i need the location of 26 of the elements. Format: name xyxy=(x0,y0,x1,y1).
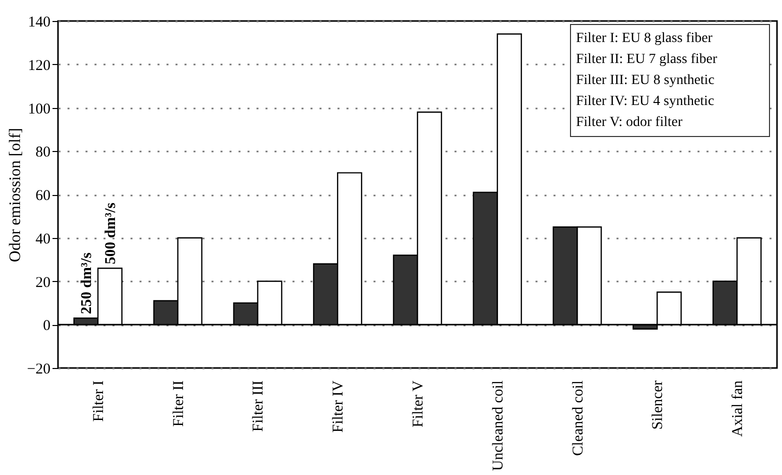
y-tick-label: 40 xyxy=(36,231,50,248)
x-tick-label: Filter V xyxy=(410,380,426,428)
y-tick-label: 60 xyxy=(36,188,50,204)
text: 250 dm³/s xyxy=(78,252,95,314)
annotation: Filter I: EU 8 glass fiber xyxy=(576,30,714,48)
x-tick-label: Filter III xyxy=(250,380,267,432)
y-tick-label: 80 xyxy=(36,144,50,161)
x-tick-label: Filter II xyxy=(170,380,187,427)
annotation: Filter II: EU 7 glass fiber xyxy=(576,51,718,69)
y-tick-label: −20 xyxy=(27,362,50,378)
x-tick-label: Axial fan xyxy=(730,380,746,437)
x-tick-label: Uncleaned coil xyxy=(490,380,506,471)
y-axis-title: Odor emiossion [olf] xyxy=(7,128,24,262)
text: 500 dm³/s xyxy=(102,202,119,264)
x-tick-label: Silencer xyxy=(650,380,666,430)
annotation: Filter III: EU 8 synthetic xyxy=(576,72,716,90)
y-tick-label: 120 xyxy=(28,58,50,74)
x-tick-label: Cleaned coil xyxy=(570,380,586,456)
y-tick-label: 20 xyxy=(36,274,50,291)
y-tick-label: 0 xyxy=(43,318,50,334)
x-tick-label: Filter IV xyxy=(330,380,347,433)
y-tick-label: 100 xyxy=(28,101,50,118)
annotation: Filter IV: EU 4 synthetic xyxy=(576,93,716,111)
y-tick-label: 140 xyxy=(28,14,50,30)
annotation: Filter V: odor filter xyxy=(576,114,684,132)
x-tick-label: Filter I xyxy=(90,380,107,422)
